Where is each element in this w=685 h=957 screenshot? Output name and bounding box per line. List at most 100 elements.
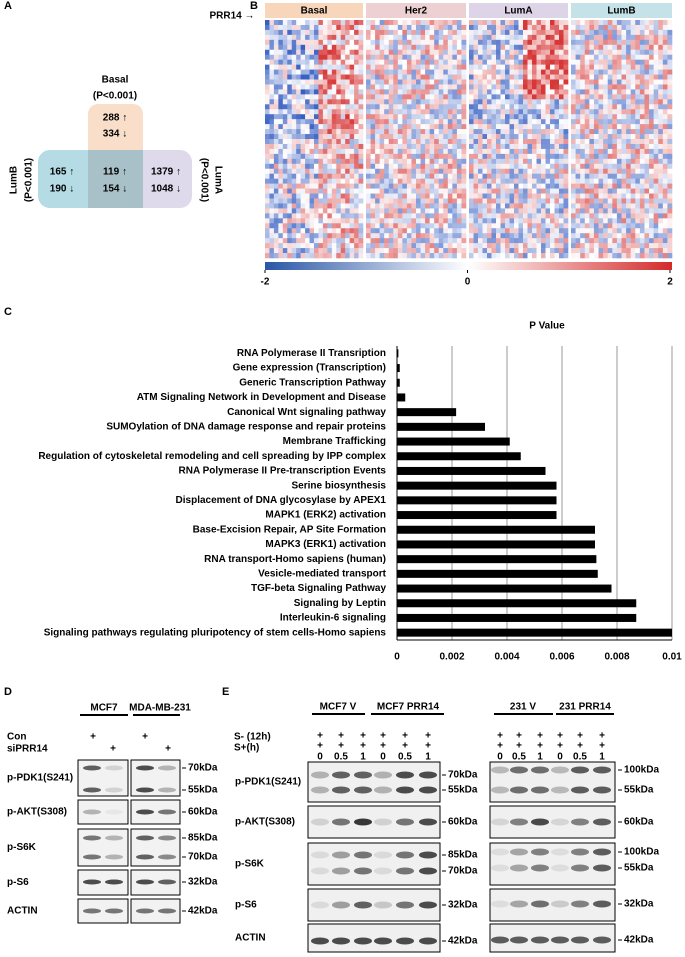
heat-cell	[649, 129, 654, 135]
heat-cell	[607, 243, 613, 249]
heat-cell	[429, 253, 435, 259]
heat-cell	[370, 134, 376, 140]
heat-cell	[616, 124, 622, 130]
heat-cell	[296, 193, 301, 199]
heat-cell	[384, 84, 390, 90]
heat-cell	[305, 208, 310, 214]
heat-cell	[584, 84, 590, 90]
heat-cell	[318, 89, 324, 95]
heat-cell	[527, 29, 533, 36]
heat-cell	[653, 134, 659, 140]
heat-cell	[331, 104, 337, 110]
heat-cell	[434, 39, 440, 46]
heat-cell	[461, 109, 467, 115]
bar	[397, 481, 557, 490]
heat-cell	[282, 79, 288, 85]
heat-cell	[278, 89, 284, 95]
heat-cell	[469, 213, 474, 219]
plus: +	[110, 744, 116, 755]
heat-cell	[331, 139, 337, 145]
colorbar	[265, 262, 672, 270]
heat-cell	[336, 148, 342, 155]
heat-cell	[527, 158, 533, 165]
heat-cell	[287, 198, 293, 204]
heat-cell	[397, 29, 403, 36]
heat-cell	[469, 104, 474, 110]
heat-cell	[653, 223, 659, 229]
heat-cell	[603, 153, 609, 160]
heat-cell	[603, 248, 609, 254]
heat-cell	[375, 218, 380, 224]
heat-cell	[309, 188, 315, 194]
heat-cell	[514, 20, 519, 26]
heat-cell	[340, 74, 346, 80]
heat-cell	[300, 84, 306, 90]
heat-cell	[630, 248, 636, 254]
heat-cell	[402, 208, 408, 214]
heat-cell	[626, 223, 631, 229]
venn-count: 165 ↑	[50, 167, 74, 178]
heat-cell	[309, 168, 315, 175]
heat-cell	[644, 213, 650, 219]
heat-cell	[420, 49, 426, 56]
heat-cell	[580, 228, 586, 234]
heat-cell	[358, 253, 364, 259]
heat-cell	[559, 188, 564, 194]
heat-cell	[621, 20, 627, 26]
heat-cell	[393, 143, 399, 150]
heat-cell	[314, 119, 319, 125]
heat-cell	[438, 153, 444, 160]
heat-cell	[370, 74, 376, 80]
heat-cell	[402, 84, 408, 90]
heat-cell	[384, 64, 390, 70]
heat-cell	[554, 114, 560, 120]
heat-cell	[402, 94, 408, 100]
heat-cell	[296, 243, 301, 249]
heat-cell	[314, 188, 319, 194]
heat-cell	[327, 203, 333, 209]
heat-cell	[305, 54, 310, 60]
heat-cell	[630, 238, 636, 244]
heat-cell	[296, 253, 301, 259]
heat-cell	[541, 104, 546, 110]
heat-cell	[265, 243, 270, 249]
heat-cell	[411, 213, 417, 219]
heat-cell	[331, 84, 337, 90]
heat-cell	[523, 188, 528, 194]
heat-cell	[545, 129, 551, 135]
heat-cell	[393, 69, 399, 75]
heat-cell	[509, 49, 515, 56]
y-tick-label: Interleukin-6 signaling	[280, 613, 386, 624]
heat-cell	[658, 203, 664, 209]
heat-cell	[649, 178, 654, 184]
heat-cell	[649, 24, 654, 31]
heat-cell	[327, 139, 333, 145]
heat-cell	[278, 163, 284, 170]
heat-cell	[505, 253, 510, 259]
heat-cell	[370, 188, 376, 194]
heat-cell	[532, 104, 537, 110]
heat-cell	[425, 208, 430, 214]
heat-cell	[616, 114, 622, 120]
heat-cell	[559, 193, 564, 199]
heat-cell	[269, 54, 275, 60]
heat-cell	[635, 238, 641, 244]
heat-cell	[406, 208, 412, 214]
heat-cell	[429, 89, 435, 95]
heat-cell	[649, 238, 654, 244]
heat-cell	[434, 49, 440, 56]
heat-cell	[425, 79, 430, 85]
heat-cell	[593, 69, 599, 75]
heat-cell	[327, 59, 333, 65]
heat-cell	[478, 253, 483, 259]
heat-cell	[603, 129, 609, 135]
heat-cell	[473, 243, 479, 249]
heat-cell	[318, 243, 324, 249]
heat-cell	[384, 238, 390, 244]
band	[491, 766, 509, 774]
heat-cell	[536, 69, 542, 75]
heat-cell	[473, 188, 479, 194]
heat-cell	[550, 119, 555, 125]
band	[83, 908, 101, 914]
heat-cell	[487, 208, 492, 214]
